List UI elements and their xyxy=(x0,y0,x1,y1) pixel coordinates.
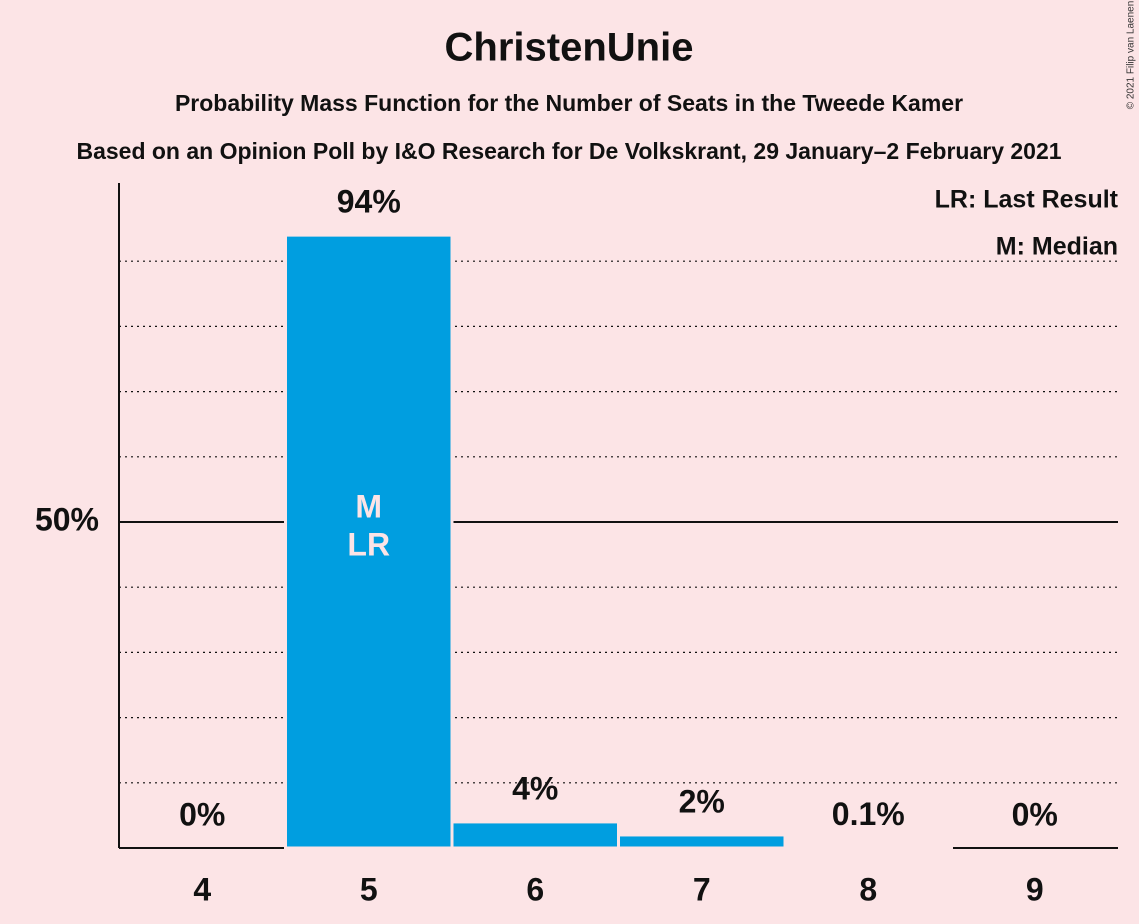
bar xyxy=(617,833,787,850)
bar xyxy=(783,845,953,850)
y-tick-label: 50% xyxy=(35,501,99,537)
chart-title: ChristenUnie xyxy=(445,26,694,70)
x-tick-label: 6 xyxy=(526,871,544,907)
value-label: 0% xyxy=(179,796,225,832)
legend-entry: LR: Last Result xyxy=(935,186,1119,214)
bar-annotation: LR xyxy=(347,526,390,562)
x-tick-label: 8 xyxy=(859,871,877,907)
bar-annotation: M xyxy=(355,488,382,524)
bar xyxy=(450,820,620,850)
x-tick-label: 5 xyxy=(360,871,378,907)
x-tick-label: 7 xyxy=(693,871,711,907)
x-tick-label: 4 xyxy=(193,871,211,907)
value-label: 2% xyxy=(679,783,725,819)
chart-subtitle: Based on an Opinion Poll by I&O Research… xyxy=(76,138,1061,164)
x-tick-label: 9 xyxy=(1026,871,1044,907)
legend-entry: M: Median xyxy=(996,233,1118,261)
value-label: 94% xyxy=(337,184,401,220)
value-label: 4% xyxy=(512,770,558,806)
chart-subtitle: Probability Mass Function for the Number… xyxy=(175,90,963,116)
value-label: 0.1% xyxy=(832,796,905,832)
copyright: © 2021 Filip van Laenen xyxy=(1126,1,1137,110)
bar xyxy=(284,233,454,850)
value-label: 0% xyxy=(1012,796,1058,832)
